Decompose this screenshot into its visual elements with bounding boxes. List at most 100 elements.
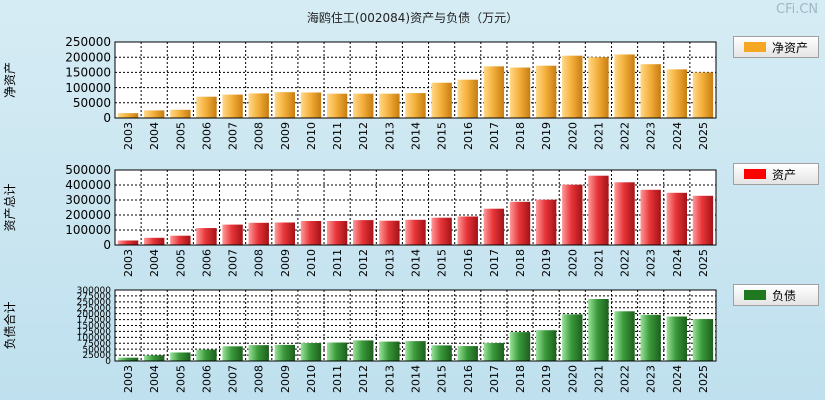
x-tick-label: 2005: [174, 249, 187, 277]
y-tick-label: 400000: [65, 178, 111, 192]
x-tick-label: 2019: [540, 122, 553, 150]
y-tick-label: 300000: [65, 193, 111, 207]
bar: [535, 199, 557, 245]
bar: [405, 93, 426, 118]
bar: [300, 221, 322, 245]
bar: [666, 316, 687, 361]
bar: [483, 66, 505, 118]
legend-label: 资产: [772, 167, 797, 182]
x-tick-label: 2004: [148, 249, 161, 277]
bar: [666, 192, 687, 245]
bar: [248, 222, 269, 245]
x-tick-label: 2005: [174, 122, 187, 150]
bar: [300, 92, 322, 118]
bar: [457, 346, 478, 361]
y-tick-label: 500000: [65, 163, 111, 177]
x-tick-label: 2012: [357, 365, 370, 393]
x-tick-label: 2025: [697, 122, 710, 150]
bar: [353, 220, 374, 245]
x-tick-label: 2017: [488, 365, 501, 393]
x-tick-label: 2008: [253, 365, 266, 393]
x-tick-label: 2005: [174, 365, 187, 393]
watermark: CFi.CN: [776, 2, 819, 17]
bar: [248, 345, 269, 361]
x-tick-label: 2004: [148, 122, 161, 150]
bar: [640, 314, 661, 361]
legend-total-liabilities: 负债: [733, 284, 819, 306]
bar: [614, 311, 635, 361]
legend-net-assets: 净资产: [733, 36, 819, 58]
x-tick-label: 2013: [383, 122, 396, 150]
bar: [483, 343, 505, 361]
y-tick-label: 75000: [82, 339, 111, 349]
x-tick-label: 2012: [357, 249, 370, 277]
bar: [457, 216, 478, 245]
x-tick-label: 2016: [462, 122, 475, 150]
bar: [222, 224, 243, 245]
y-tick-label: 175000: [77, 316, 112, 326]
x-tick-label: 2010: [305, 365, 318, 393]
bar: [588, 298, 609, 361]
x-tick-label: 2011: [331, 365, 344, 393]
legend-total-assets: 资产: [733, 163, 819, 185]
x-tick-label: 2021: [592, 365, 605, 393]
x-tick-label: 2004: [148, 365, 161, 393]
bar: [692, 195, 714, 245]
x-tick-label: 2023: [645, 365, 658, 393]
x-tick-label: 2021: [592, 249, 605, 277]
x-tick-label: 2025: [697, 249, 710, 277]
bar: [562, 314, 583, 361]
x-tick-label: 2014: [410, 122, 423, 150]
bar: [274, 344, 296, 361]
bar: [196, 228, 217, 245]
x-tick-label: 2008: [253, 122, 266, 150]
bar: [614, 182, 635, 245]
bar: [405, 219, 426, 245]
x-tick-label: 2019: [540, 249, 553, 277]
x-tick-label: 2013: [383, 365, 396, 393]
chart-title: 海鸥住工(002084)资产与负债（万元）: [306, 11, 519, 25]
y-tick-label: 0: [105, 357, 111, 367]
x-tick-label: 2013: [383, 249, 396, 277]
bar: [379, 341, 400, 361]
y-axis-label: 净资产: [3, 62, 17, 98]
bar: [666, 69, 687, 118]
x-tick-label: 2019: [540, 365, 553, 393]
bar: [144, 110, 165, 118]
y-tick-label: 100000: [65, 81, 111, 95]
bar: [144, 237, 165, 245]
y-tick-label: 300000: [77, 286, 112, 296]
bar: [692, 72, 714, 118]
x-tick-label: 2020: [566, 365, 579, 393]
y-tick-label: 275000: [77, 292, 112, 302]
x-tick-label: 2021: [592, 122, 605, 150]
y-tick-label: 200000: [77, 310, 112, 320]
y-tick-label: 0: [103, 111, 111, 125]
bar: [509, 67, 531, 118]
x-tick-label: 2003: [122, 365, 135, 393]
bar: [457, 79, 478, 118]
x-tick-label: 2024: [671, 249, 684, 277]
x-tick-label: 2018: [514, 249, 527, 277]
x-tick-label: 2007: [227, 122, 240, 150]
x-tick-label: 2025: [697, 365, 710, 393]
y-tick-label: 150000: [65, 66, 111, 80]
bar: [326, 221, 348, 245]
y-tick-label: 100000: [65, 223, 111, 237]
x-tick-label: 2010: [305, 122, 318, 150]
bar: [353, 340, 374, 361]
x-tick-label: 2009: [279, 365, 292, 393]
bar: [562, 184, 583, 245]
x-tick-label: 2022: [619, 365, 632, 393]
legend-swatch: [744, 290, 766, 300]
x-tick-label: 2009: [279, 249, 292, 277]
bar: [326, 93, 348, 118]
y-tick-label: 125000: [77, 328, 112, 338]
bar: [379, 93, 400, 118]
bar: [117, 240, 139, 245]
bar: [117, 357, 139, 361]
bar: [170, 352, 191, 361]
bar: [614, 54, 635, 118]
y-tick-label: 200000: [65, 208, 111, 222]
